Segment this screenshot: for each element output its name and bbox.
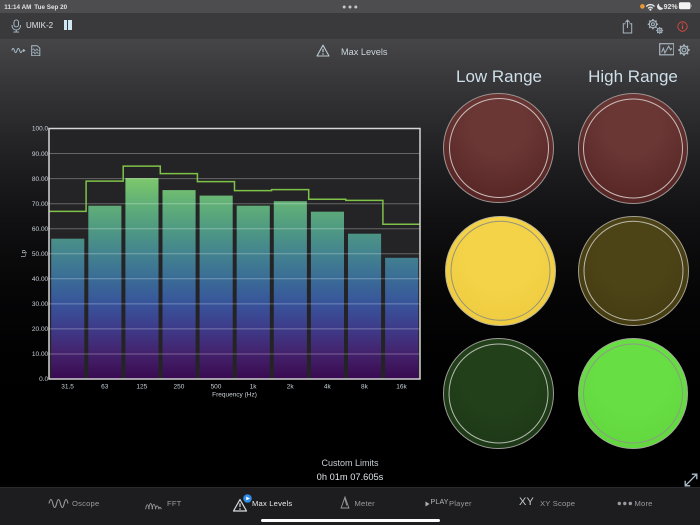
svg-text:50.00: 50.00 — [32, 251, 49, 258]
svg-text:40.00: 40.00 — [32, 276, 49, 283]
svg-text:90.00: 90.00 — [32, 151, 49, 158]
svg-text:30.00: 30.00 — [32, 301, 49, 308]
svg-text:10.00: 10.00 — [32, 351, 49, 358]
svg-text:100.0: 100.0 — [32, 126, 49, 133]
svg-text:80.00: 80.00 — [32, 176, 49, 183]
svg-text:500: 500 — [211, 384, 222, 391]
svg-text:4k: 4k — [324, 384, 332, 391]
svg-text:60.00: 60.00 — [32, 226, 49, 233]
svg-text:2k: 2k — [287, 384, 295, 391]
svg-text:70.00: 70.00 — [32, 201, 49, 208]
svg-text:1k: 1k — [250, 384, 258, 391]
svg-text:16k: 16k — [396, 384, 407, 391]
svg-text:92%: 92% — [664, 4, 679, 11]
svg-text:250: 250 — [173, 384, 184, 391]
svg-text:8k: 8k — [361, 384, 369, 391]
svg-text:125: 125 — [136, 384, 147, 391]
svg-text:0.0: 0.0 — [39, 376, 48, 383]
svg-text:63: 63 — [101, 384, 109, 391]
svg-text:20.00: 20.00 — [32, 326, 49, 333]
svg-text:31.5: 31.5 — [61, 384, 74, 391]
svg-text:Lp: Lp — [21, 250, 28, 258]
svg-text:Frequency (Hz): Frequency (Hz) — [212, 392, 257, 399]
